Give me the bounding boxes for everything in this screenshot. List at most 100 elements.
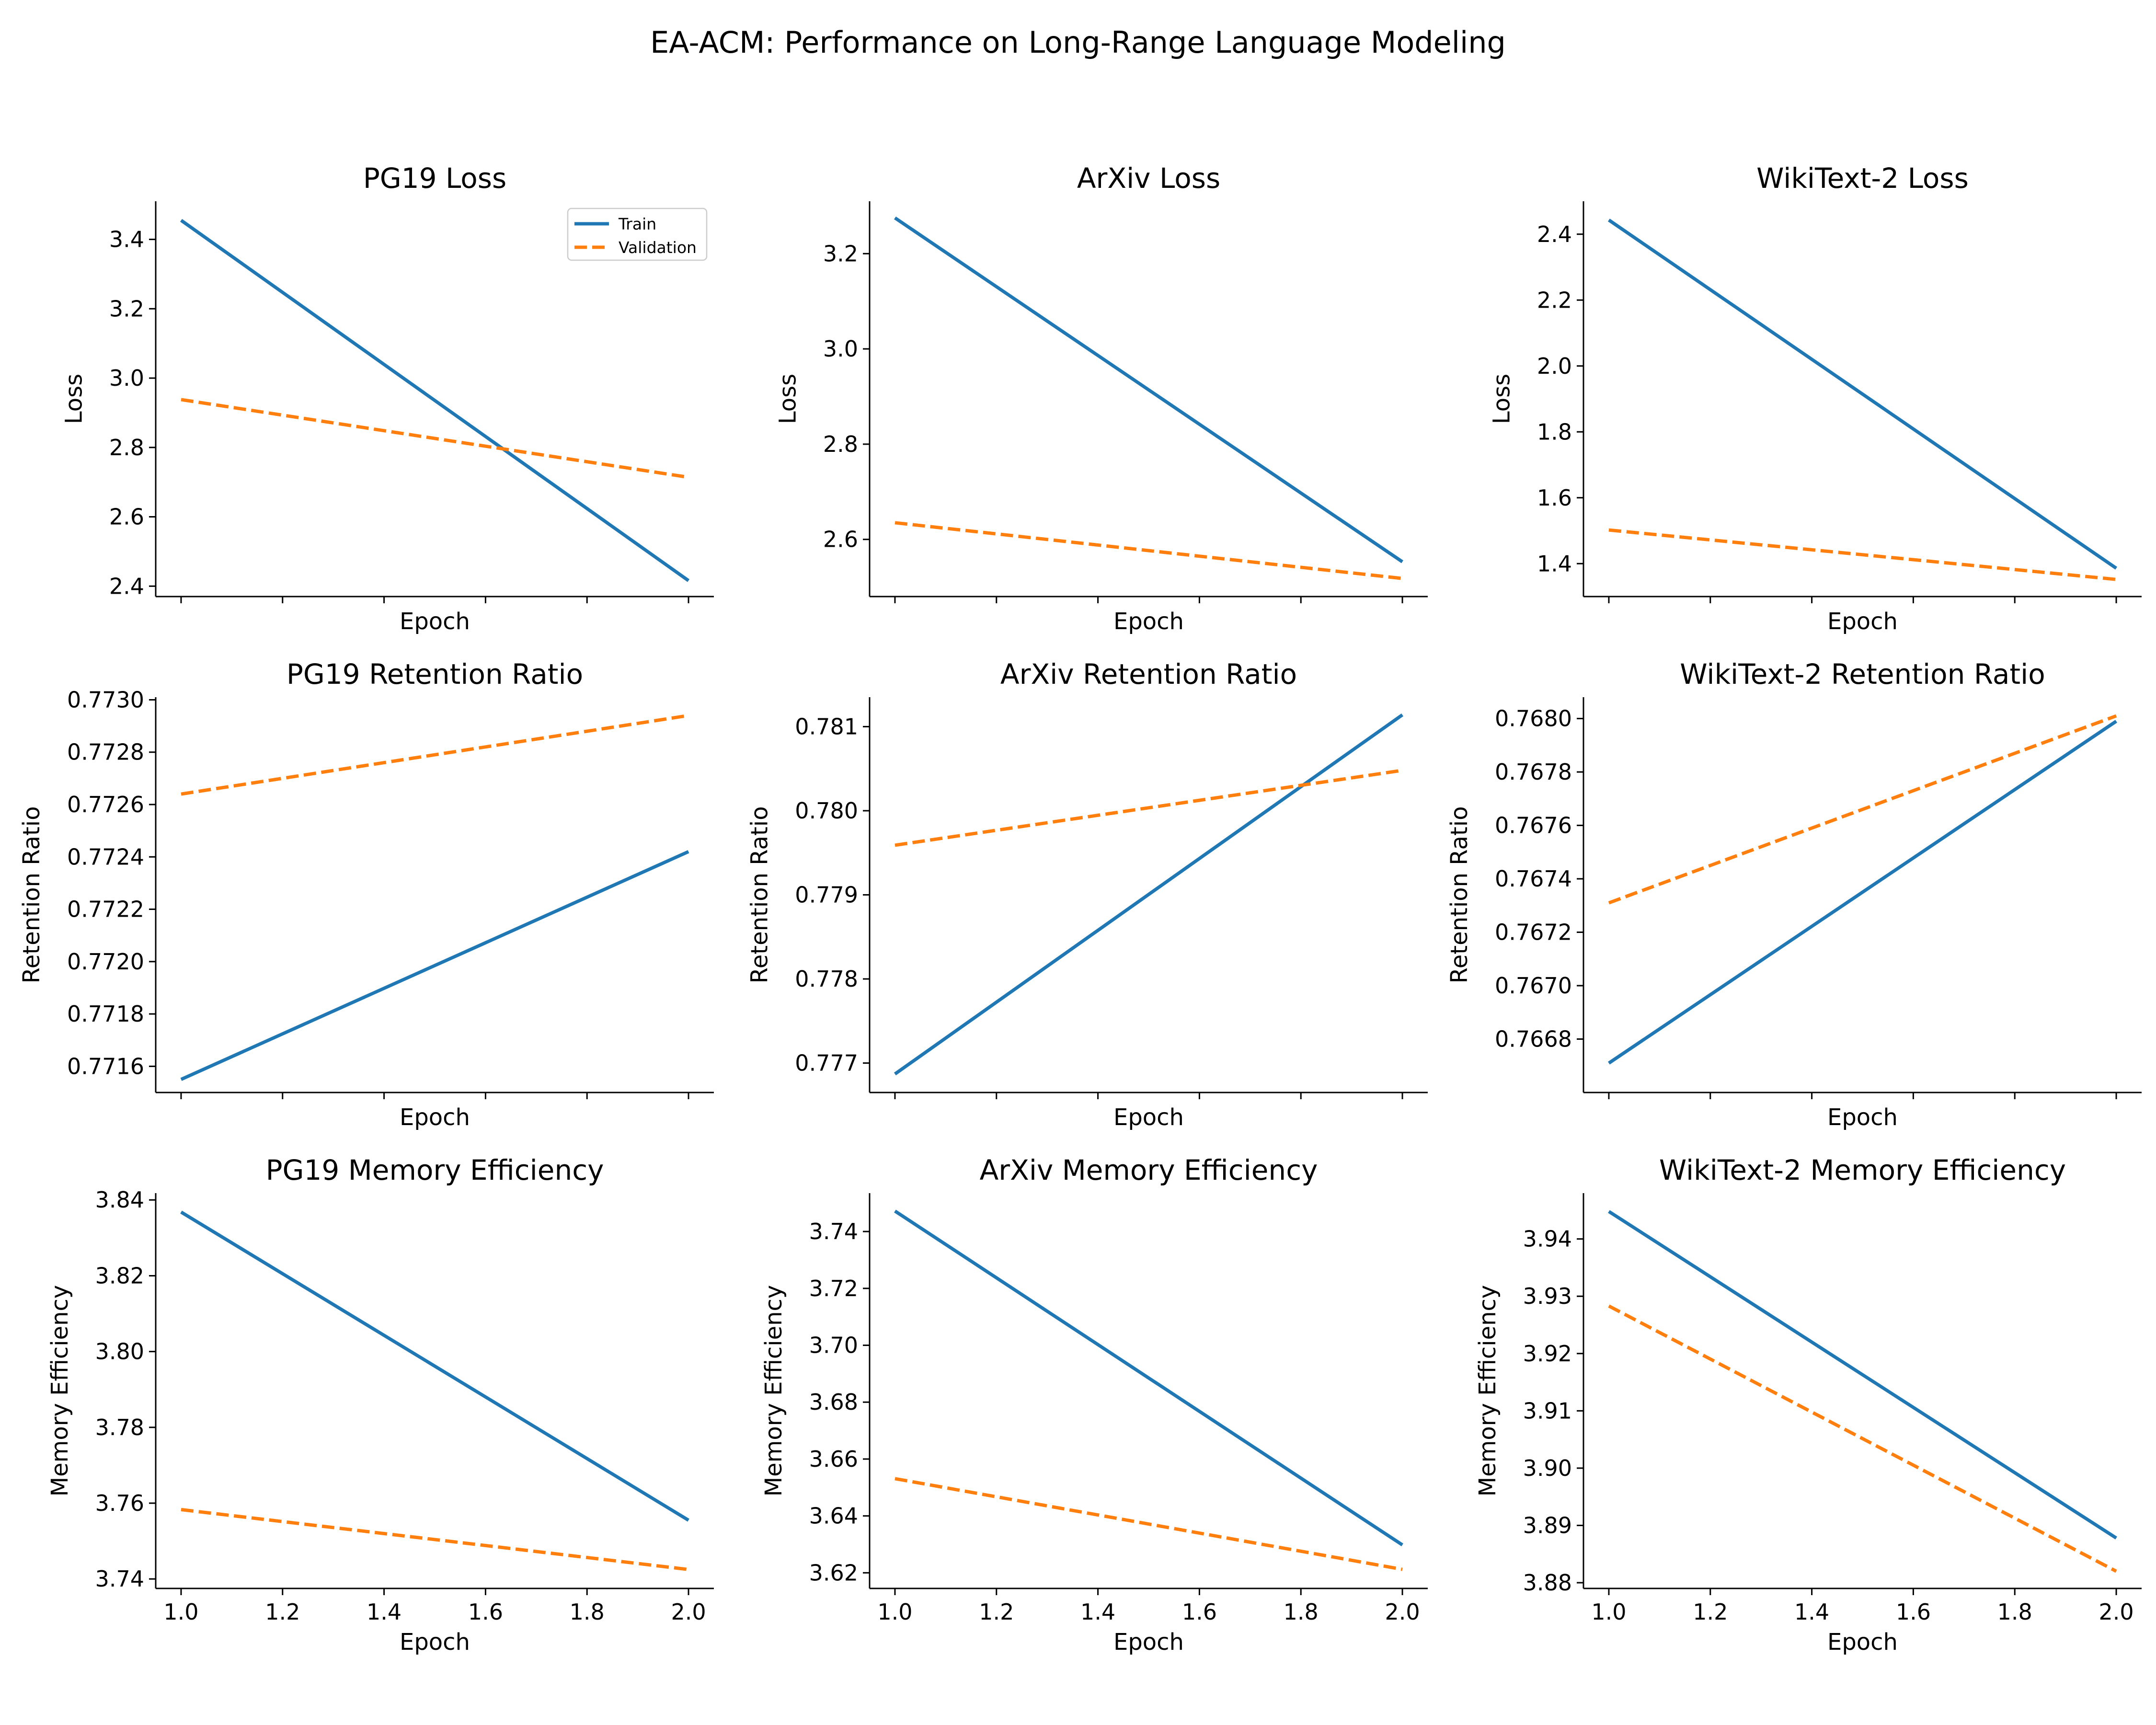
y-tick-label: 3.62 xyxy=(809,1560,858,1586)
y-tick-label: 3.74 xyxy=(809,1219,858,1244)
y-tick-label: 3.91 xyxy=(1523,1398,1572,1424)
y-tick-label: 0.779 xyxy=(795,882,858,908)
y-tick-label: 2.6 xyxy=(109,504,144,530)
legend: Train Validation xyxy=(567,207,708,261)
x-tick-label: 1.6 xyxy=(1182,1599,1217,1625)
x-axis-label: Epoch xyxy=(1827,608,1898,635)
chart-pg19-memory-efficiency: PG19 Memory Efficiency 1.0 1.2 1.4 1.6 1.8 2.0… xyxy=(46,1154,714,1656)
y-axis-label: Retention Ratio xyxy=(18,806,45,984)
x-tick-label: 1.0 xyxy=(1591,1599,1626,1625)
series-line-train xyxy=(1607,218,2118,570)
series-line-validation xyxy=(181,713,689,796)
y-tick-label: 2.2 xyxy=(1537,287,1572,313)
chart-wikitext-2-memory-efficiency: WikiText-2 Memory Efficiency 1.0 1.2 1.4 1.6… xyxy=(1474,1154,2142,1656)
legend-label-validation: Validation xyxy=(619,238,697,257)
x-axis-label: Epoch xyxy=(400,1104,470,1131)
y-tick-label: 0.7676 xyxy=(1495,813,1572,839)
series-line-validation xyxy=(895,769,1403,847)
chart-title: PG19 Retention Ratio xyxy=(287,658,583,690)
series-line-train xyxy=(1607,720,2118,1065)
series-line-train xyxy=(180,1210,689,1522)
y-tick-label: 0.7724 xyxy=(67,844,144,870)
chart-pg19-retention-ratio: PG19 Retention Ratio 0.7716 0.7718 0.7720 0.… xyxy=(18,658,714,1131)
y-tick-label: 3.4 xyxy=(109,227,144,253)
y-tick-label: 3.0 xyxy=(823,336,858,362)
y-tick-label: 3.74 xyxy=(95,1566,144,1592)
x-axis-label: Epoch xyxy=(1827,1629,1898,1656)
series-line-train xyxy=(894,1209,1403,1547)
y-tick-label: 0.7668 xyxy=(1495,1026,1572,1052)
x-axis-label: Epoch xyxy=(400,608,470,635)
y-tick-label: 0.7726 xyxy=(67,792,144,817)
y-tick-label: 3.84 xyxy=(95,1187,144,1213)
y-tick-label: 0.7720 xyxy=(67,949,144,975)
chart-title: PG19 Memory Efficiency xyxy=(266,1154,604,1186)
y-tick-label: 3.72 xyxy=(809,1276,858,1301)
x-tick-label: 1.2 xyxy=(979,1599,1014,1625)
y-tick-label: 3.68 xyxy=(809,1389,858,1415)
y-axis-label: Loss xyxy=(775,374,802,424)
series-line-validation xyxy=(895,1477,1403,1571)
x-tick-label: 1.0 xyxy=(163,1599,198,1625)
chart-title: ArXiv Loss xyxy=(1077,162,1220,195)
chart-title: WikiText-2 Retention Ratio xyxy=(1680,658,2045,690)
y-tick-label: 0.7672 xyxy=(1495,920,1572,945)
series-line-train xyxy=(180,850,689,1081)
chart-arxiv-loss: ArXiv Loss 2.6 2.8 3.0 3.2 Epoch Loss xyxy=(775,162,1428,635)
series-line-validation xyxy=(1608,528,2117,581)
y-tick-label: 3.94 xyxy=(1523,1226,1572,1252)
figure-suptitle: EA-ACM: Performance on Long-Range Langua… xyxy=(650,25,1506,60)
chart-title: ArXiv Retention Ratio xyxy=(1000,658,1297,690)
series-line-train xyxy=(894,216,1404,564)
y-tick-label: 0.7670 xyxy=(1495,973,1572,999)
y-tick-label: 0.778 xyxy=(795,966,858,992)
y-axis-label: Retention Ratio xyxy=(746,806,773,984)
series-line-validation xyxy=(181,1507,689,1571)
y-axis-label: Memory Efficiency xyxy=(46,1285,73,1497)
series-line-train xyxy=(180,218,690,582)
y-tick-label: 3.2 xyxy=(109,296,144,322)
y-tick-label: 0.7716 xyxy=(67,1053,144,1079)
chart-wikitext-2-retention-ratio: WikiText-2 Retention Ratio 0.7668 0.7670 0.… xyxy=(1446,658,2142,1131)
x-tick-label: 1.8 xyxy=(1997,1599,2032,1625)
x-axis-label: Epoch xyxy=(1113,1104,1184,1131)
y-tick-label: 3.89 xyxy=(1523,1512,1572,1538)
x-tick-label: 1.4 xyxy=(367,1599,401,1625)
y-tick-label: 3.82 xyxy=(95,1263,144,1288)
x-axis-label: Epoch xyxy=(1827,1104,1898,1131)
series-line-validation xyxy=(181,398,689,479)
series-line-validation xyxy=(895,521,1403,580)
series-line-validation xyxy=(1608,714,2117,905)
series-line-validation xyxy=(1608,1304,2117,1573)
y-tick-label: 0.7722 xyxy=(67,897,144,922)
y-tick-label: 3.0 xyxy=(109,365,144,391)
y-tick-label: 0.7680 xyxy=(1495,706,1572,732)
chart-title: ArXiv Memory Efficiency xyxy=(980,1154,1318,1186)
chart-arxiv-retention-ratio: ArXiv Retention Ratio 0.777 0.778 0.779 0.78… xyxy=(746,658,1428,1131)
chart-pg19-loss: PG19 Loss 2.4 2.6 2.8 3.0 3.2 3.4 Epoch Loss Trai… xyxy=(61,162,714,635)
x-tick-label: 2.0 xyxy=(671,1599,706,1625)
x-axis-label: Epoch xyxy=(1113,1629,1184,1656)
y-axis-label: Retention Ratio xyxy=(1446,806,1473,984)
series-line-train xyxy=(894,713,1404,1076)
series-line-train xyxy=(1608,1210,2117,1540)
y-tick-label: 3.90 xyxy=(1523,1455,1572,1481)
x-tick-label: 2.0 xyxy=(1385,1599,1420,1625)
x-tick-label: 1.2 xyxy=(1693,1599,1728,1625)
x-tick-label: 1.6 xyxy=(1896,1599,1931,1625)
chart-title: WikiText-2 Memory Efficiency xyxy=(1659,1154,2066,1186)
y-tick-label: 1.6 xyxy=(1537,485,1572,511)
y-tick-label: 3.88 xyxy=(1523,1570,1572,1596)
y-tick-label: 2.4 xyxy=(1537,221,1572,247)
x-tick-label: 2.0 xyxy=(2099,1599,2133,1625)
x-tick-label: 1.0 xyxy=(877,1599,912,1625)
y-tick-label: 2.6 xyxy=(823,527,858,552)
x-tick-label: 1.4 xyxy=(1080,1599,1115,1625)
x-tick-label: 1.4 xyxy=(1794,1599,1829,1625)
y-tick-label: 2.8 xyxy=(823,431,858,457)
y-tick-label: 1.8 xyxy=(1537,419,1572,445)
y-tick-label: 0.777 xyxy=(795,1050,858,1076)
y-tick-label: 3.70 xyxy=(809,1333,858,1358)
y-tick-label: 3.2 xyxy=(823,241,858,266)
y-tick-label: 1.4 xyxy=(1537,551,1572,576)
